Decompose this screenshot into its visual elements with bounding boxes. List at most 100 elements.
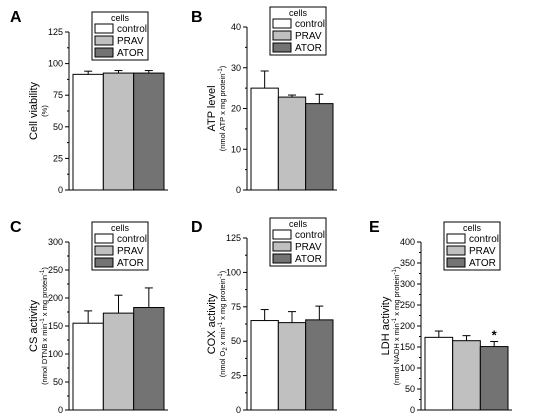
y-axis-unit: (nmol DTNB x min-1 x mg protein-1)	[40, 267, 49, 385]
legend-title: cells	[463, 223, 482, 233]
y-axis-unit-part: x min	[218, 327, 227, 347]
significance-marker: *	[492, 328, 498, 343]
y-axis-unit: (nmol O2 x min-1 x mg protein-1)	[218, 270, 229, 377]
bar-control	[72, 322, 104, 411]
bar-prav	[102, 312, 135, 411]
legend-title: cells	[111, 13, 130, 23]
bar-prav	[277, 96, 307, 191]
y-tick-label: 50	[53, 122, 63, 132]
y-axis-unit-part: -1	[218, 273, 224, 279]
y-axis-title: CS activity	[28, 300, 40, 352]
legend-label-control: control	[117, 234, 147, 245]
legend-swatch-ator	[272, 253, 292, 264]
bar-control	[250, 320, 279, 411]
y-axis-unit-part: )	[40, 267, 49, 270]
legend-swatch-control	[272, 18, 292, 29]
legend-swatch-ator	[94, 47, 114, 58]
bar-ator	[479, 346, 509, 411]
panel-letter: E	[369, 219, 380, 236]
y-tick-label: 100	[48, 349, 63, 359]
legend-swatch-ator	[446, 257, 466, 268]
y-axis-unit-part: (%)	[40, 105, 49, 117]
legend-swatch-control	[94, 233, 114, 244]
y-tick-label: 125	[226, 233, 241, 243]
y-tick-label: 0	[236, 405, 241, 415]
panel-letter: B	[191, 9, 203, 26]
y-axis-unit-part: (nmol NADH x min	[392, 323, 401, 385]
y-tick-label: 125	[48, 27, 63, 37]
y-tick-label: 25	[53, 153, 63, 163]
panel-letter: A	[10, 9, 22, 26]
y-axis-unit-part: -1	[218, 68, 224, 74]
y-tick-label: 150	[400, 342, 415, 352]
y-tick-label: 0	[410, 405, 415, 415]
legend-title: cells	[289, 8, 308, 18]
legend-swatch-prav	[272, 241, 292, 252]
bar-ator	[305, 103, 334, 191]
bar-ator	[133, 72, 165, 191]
y-tick-label: 400	[400, 237, 415, 247]
y-tick-label: 20	[231, 104, 241, 114]
y-axis-unit-part: )	[218, 270, 227, 273]
y-tick-label: 300	[48, 237, 63, 247]
y-axis-unit-part: x mg protein	[218, 279, 227, 322]
y-axis-unit-part: -1	[40, 269, 46, 275]
y-axis-unit: (%)	[40, 105, 49, 117]
y-axis-unit-part: -1	[218, 321, 224, 327]
y-tick-label: 250	[48, 265, 63, 275]
y-axis-unit-part: x mg protein	[40, 275, 49, 318]
y-tick-label: 350	[400, 258, 415, 268]
legend-title: cells	[289, 219, 308, 229]
legend-label-prav: PRAV	[469, 246, 496, 257]
legend-swatch-control	[94, 23, 114, 34]
legend-label-prav: PRAV	[295, 31, 322, 42]
bar-control	[424, 336, 454, 411]
y-tick-label: 100	[48, 59, 63, 69]
y-tick-label: 30	[231, 63, 241, 73]
y-tick-label: 50	[231, 336, 241, 346]
panel-letter: D	[191, 219, 203, 236]
y-axis-unit-part: -1	[40, 318, 46, 324]
y-tick-label: 0	[236, 185, 241, 195]
legend-label-ator: ATOR	[469, 258, 496, 269]
legend-label-ator: ATOR	[295, 254, 322, 265]
bar-prav	[102, 72, 135, 191]
legend-label-control: control	[117, 24, 147, 35]
y-axis-unit-part: -1	[392, 269, 398, 275]
legend-swatch-control	[446, 233, 466, 244]
panel-e: E 0 50 100 150 200 250 300 350 400 * cellscontrolPR…	[369, 219, 512, 415]
y-axis-title: COX activity	[206, 293, 218, 354]
y-tick-label: 75	[231, 302, 241, 312]
legend-swatch-prav	[94, 35, 114, 46]
legend-swatch-prav	[94, 245, 114, 256]
y-axis-unit-part: (nmol O	[218, 350, 227, 377]
y-tick-label: 100	[400, 363, 415, 373]
y-tick-label: 40	[231, 22, 241, 32]
y-axis-unit-part: x mg protein	[392, 275, 401, 318]
y-tick-label: 300	[400, 279, 415, 289]
legend-title: cells	[111, 223, 130, 233]
y-tick-label: 250	[400, 300, 415, 310]
legend-label-control: control	[295, 19, 325, 30]
legend-swatch-prav	[446, 245, 466, 256]
legend-swatch-ator	[94, 257, 114, 268]
legend-label-prav: PRAV	[295, 242, 322, 253]
legend-label-control: control	[469, 234, 499, 245]
bar-ator	[305, 319, 334, 411]
y-axis-unit-part: (nmol ATP x mg protein	[218, 74, 227, 152]
bar-ator	[133, 307, 165, 411]
bar-control	[72, 73, 104, 191]
y-axis-unit-part: )	[392, 266, 401, 269]
legend-swatch-control	[272, 229, 292, 240]
y-tick-label: 0	[58, 185, 63, 195]
y-tick-label: 75	[53, 90, 63, 100]
bar-prav	[277, 322, 307, 411]
y-tick-label: 0	[58, 405, 63, 415]
panel-letter: C	[10, 219, 22, 236]
y-axis-title: Cell viability	[28, 81, 40, 140]
legend-label-control: control	[295, 230, 325, 241]
